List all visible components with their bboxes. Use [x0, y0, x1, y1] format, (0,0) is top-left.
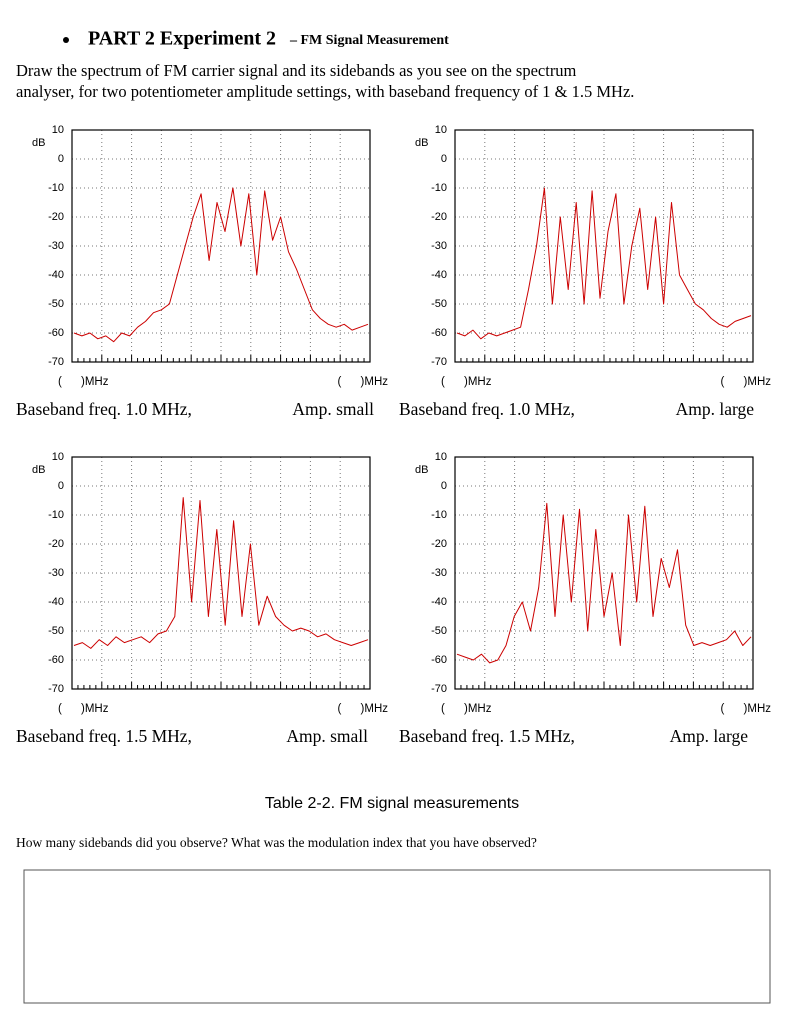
y-axis-label: dB: [32, 464, 45, 476]
y-tick-label: 0: [58, 480, 64, 492]
y-tick-label: -30: [48, 240, 64, 252]
y-tick-label: -50: [48, 625, 64, 637]
y-tick-label: -20: [48, 211, 64, 223]
y-axis-label: dB: [32, 137, 45, 149]
y-tick-label: -10: [431, 509, 447, 521]
caption-left: Baseband freq. 1.5 MHz,: [16, 726, 192, 746]
y-tick-label: -20: [431, 538, 447, 550]
plot-frame: [71, 129, 371, 363]
y-tick-label: 10: [435, 451, 447, 463]
y-tick-label: -60: [431, 327, 447, 339]
x-label-right: ( )MHz: [721, 703, 772, 715]
heading-subtitle: – FM Signal Measurement: [289, 33, 449, 48]
x-label-left: ( )MHz: [441, 376, 492, 388]
y-tick-label: -50: [48, 298, 64, 310]
heading-title: PART 2 Experiment 2: [88, 28, 276, 50]
answer-box: [23, 869, 771, 1004]
plot-frame: [454, 456, 754, 690]
caption-right: Amp. large: [676, 399, 755, 419]
question: How many sidebands did you observe? What…: [16, 835, 537, 850]
bullet: [63, 37, 69, 43]
spectrum-trace: [456, 502, 752, 664]
spectrum-trace: [73, 497, 369, 649]
x-label-left: ( )MHz: [58, 703, 109, 715]
y-tick-label: -10: [48, 509, 64, 521]
y-tick-label: -70: [48, 356, 64, 368]
x-label-right: ( )MHz: [338, 376, 389, 388]
y-tick-label: 10: [52, 124, 64, 136]
y-tick-label: -20: [431, 211, 447, 223]
y-tick-label: -70: [431, 683, 447, 695]
y-tick-label: -50: [431, 625, 447, 637]
spectrum-trace: [73, 187, 369, 343]
y-tick-label: -40: [431, 596, 447, 608]
y-tick-label: 10: [52, 451, 64, 463]
y-tick-label: -40: [431, 269, 447, 281]
y-tick-label: 0: [441, 480, 447, 492]
caption-right: Amp. large: [670, 726, 749, 746]
x-label-left: ( )MHz: [441, 703, 492, 715]
x-label-right: ( )MHz: [338, 703, 389, 715]
y-tick-label: -50: [431, 298, 447, 310]
x-label-left: ( )MHz: [58, 376, 109, 388]
y-tick-label: -20: [48, 538, 64, 550]
table-caption: Table 2-2. FM signal measurements: [265, 795, 519, 812]
x-label-right: ( )MHz: [721, 376, 772, 388]
y-tick-label: -30: [431, 240, 447, 252]
y-axis-label: dB: [415, 137, 428, 149]
y-tick-label: -70: [48, 683, 64, 695]
caption-right: Amp. small: [286, 726, 368, 746]
spectrum-trace: [456, 187, 752, 340]
caption-left: Baseband freq. 1.0 MHz,: [16, 399, 192, 419]
plot-frame: [454, 129, 754, 363]
y-tick-label: 0: [441, 153, 447, 165]
y-tick-label: -10: [48, 182, 64, 194]
instructions: analyser, for two potentiometer amplitud…: [16, 82, 634, 101]
caption-left: Baseband freq. 1.0 MHz,: [399, 399, 575, 419]
plot-frame: [71, 456, 371, 690]
y-axis-label: dB: [415, 464, 428, 476]
y-tick-label: -30: [48, 567, 64, 579]
y-tick-label: 0: [58, 153, 64, 165]
y-tick-label: -40: [48, 596, 64, 608]
y-tick-label: -70: [431, 356, 447, 368]
y-tick-label: -40: [48, 269, 64, 281]
y-tick-label: -60: [48, 327, 64, 339]
instructions: Draw the spectrum of FM carrier signal a…: [16, 61, 577, 80]
y-tick-label: -10: [431, 182, 447, 194]
caption-right: Amp. small: [292, 399, 374, 419]
y-tick-label: -60: [431, 654, 447, 666]
y-tick-label: 10: [435, 124, 447, 136]
y-tick-label: -30: [431, 567, 447, 579]
y-tick-label: -60: [48, 654, 64, 666]
caption-left: Baseband freq. 1.5 MHz,: [399, 726, 575, 746]
